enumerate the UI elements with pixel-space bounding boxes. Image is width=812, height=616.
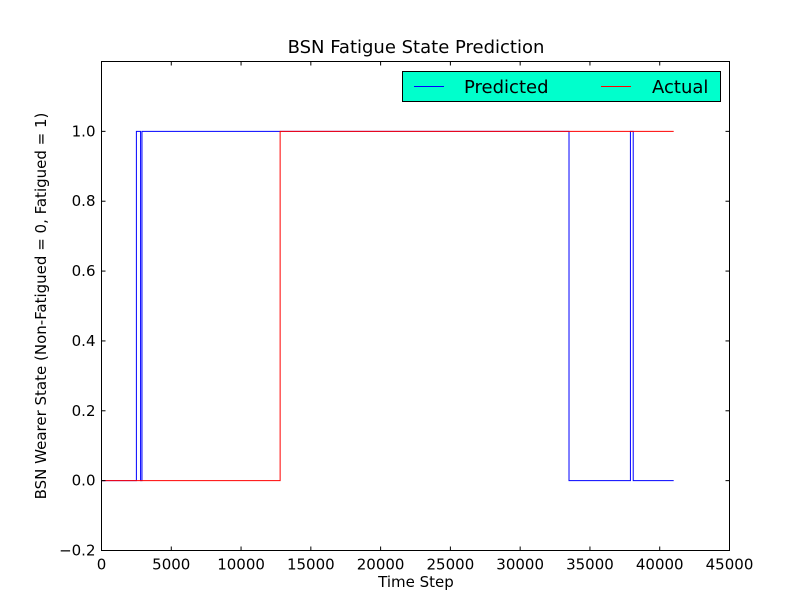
x-tick-label: 15000 — [287, 556, 335, 574]
x-tick-label: 30000 — [496, 556, 544, 574]
y-tick-label: 0.0 — [72, 472, 96, 490]
y-tick-label: 0.8 — [72, 192, 96, 210]
axes-frame — [101, 61, 730, 551]
x-tick-label: 10000 — [217, 556, 265, 574]
axis-tick-labels: 0 5000 10000 15000 20000 25000 30000 35000 40000… — [59, 122, 753, 573]
legend-label-actual: Actual — [652, 77, 708, 98]
y-tick-label: −0.2 — [59, 542, 95, 560]
x-tick-label: 45000 — [706, 556, 754, 574]
x-axis-label: Time Step — [377, 573, 454, 591]
axis-ticks — [101, 61, 730, 551]
y-tick-label: 1.0 — [72, 122, 96, 140]
y-tick-label: 0.6 — [72, 262, 96, 280]
plot-lines — [101, 130, 674, 482]
x-tick-label: 25000 — [427, 556, 475, 574]
chart-title: BSN Fatigue State Prediction — [288, 37, 545, 58]
y-axis-label: BSN Wearer State (Non-Fatigued = 0, Fati… — [32, 113, 50, 500]
y-tick-label: 0.2 — [72, 402, 96, 420]
series-line-actual — [101, 130, 674, 482]
x-tick-label: 5000 — [152, 556, 190, 574]
series-line-predicted — [101, 130, 674, 482]
x-tick-label: 0 — [97, 556, 107, 574]
legend-box — [402, 71, 721, 102]
x-tick-label: 40000 — [636, 556, 684, 574]
legend-label-predicted: Predicted — [464, 77, 549, 98]
x-tick-label: 20000 — [357, 556, 405, 574]
y-tick-label: 0.4 — [72, 332, 96, 350]
x-tick-label: 35000 — [566, 556, 614, 574]
legend: Predicted Actual — [402, 71, 721, 102]
